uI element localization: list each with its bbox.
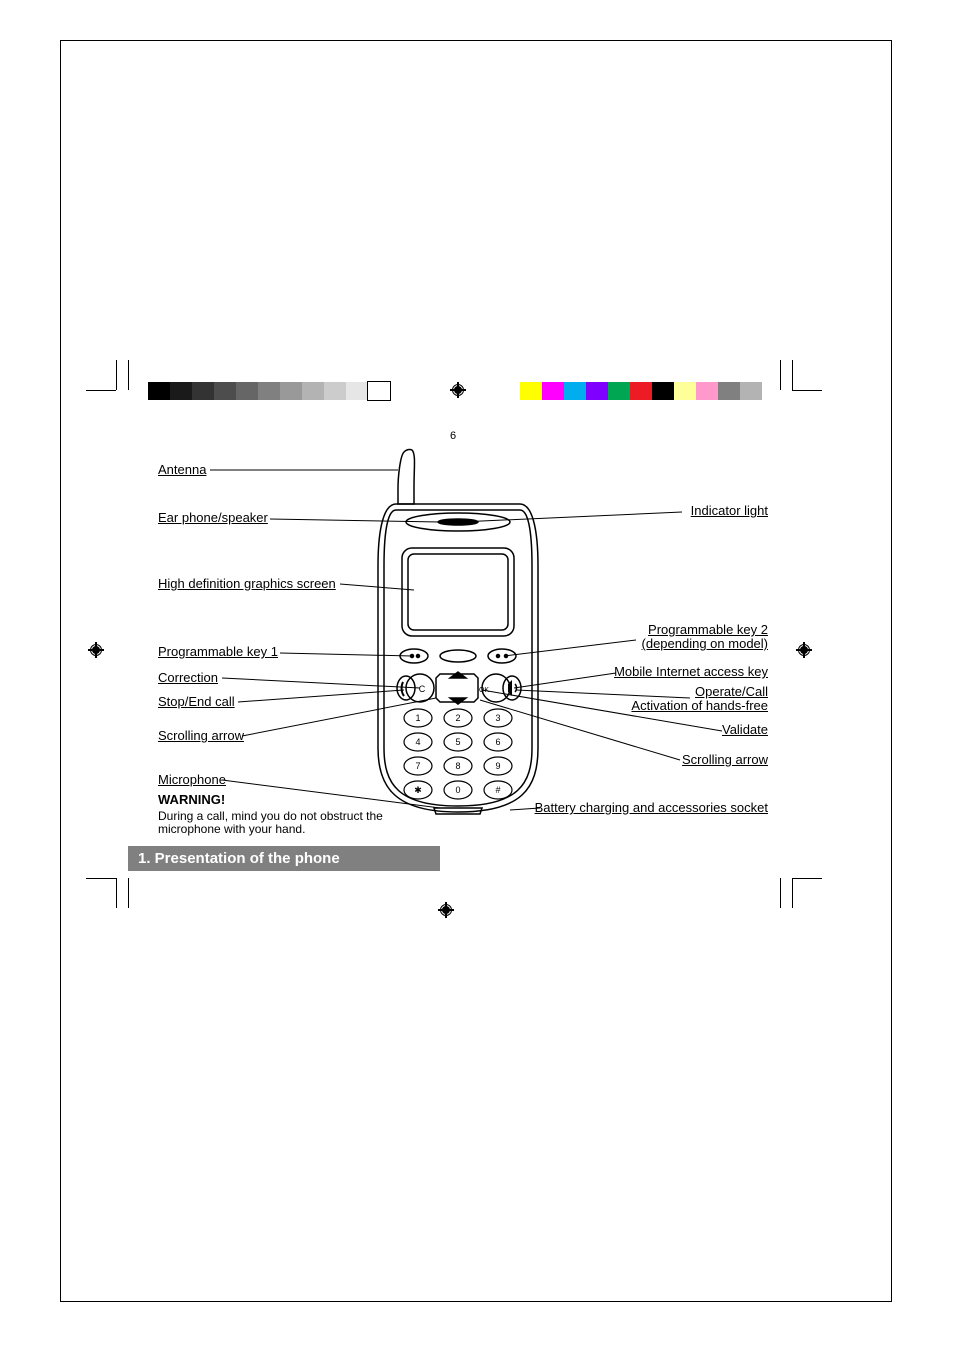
section-title: 1. Presentation of the phone [138,850,340,867]
section-title-bar: 1. Presentation of the phone [128,846,440,871]
leader-lines [0,0,954,1351]
